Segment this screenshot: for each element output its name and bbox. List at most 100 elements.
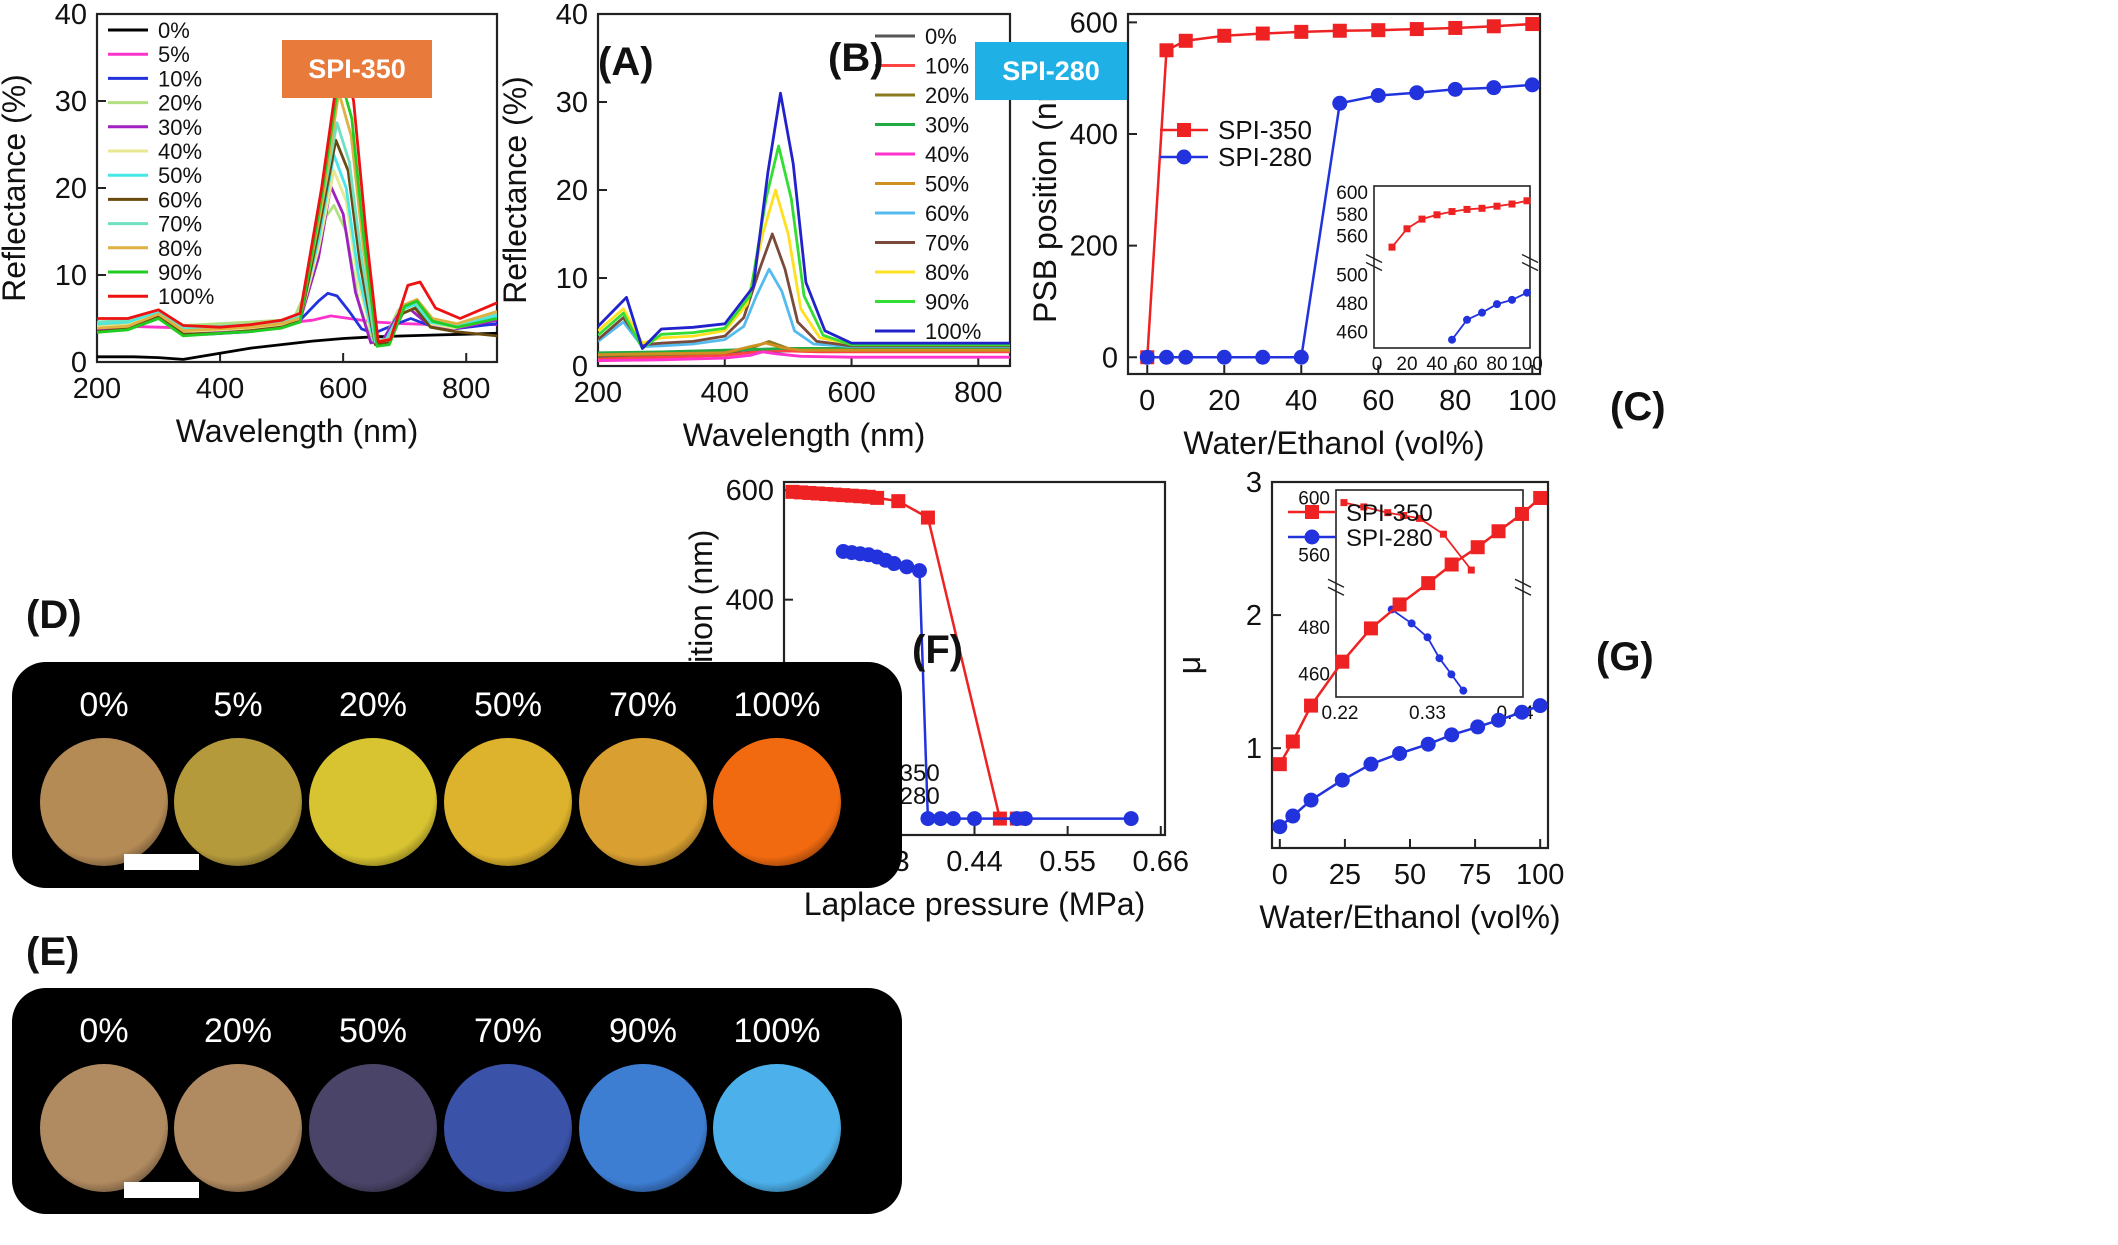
data-point: [1448, 20, 1463, 35]
data-point: [1363, 621, 1378, 636]
legend-label: 20%: [925, 83, 969, 108]
data-point: [920, 510, 935, 525]
series-group: [1139, 17, 1540, 365]
inset-point: [1439, 530, 1447, 538]
data-point: [1334, 772, 1350, 788]
data-point: [1285, 734, 1300, 749]
legend-label: 90%: [925, 290, 969, 315]
legend-label: 20%: [158, 91, 202, 116]
x-tick-label: 600: [319, 373, 367, 405]
legend-marker: [1176, 149, 1192, 165]
inset-y-tick-label: 480: [1298, 618, 1330, 639]
legend-label: 5%: [158, 42, 190, 67]
y-tick-label: 20: [556, 175, 588, 207]
inset-point: [1418, 215, 1426, 223]
inset-x-tick-label: 80: [1486, 354, 1507, 375]
legend-marker: [1304, 529, 1320, 545]
axis-break: [1327, 586, 1345, 596]
x-tick-label: 0.55: [1039, 846, 1095, 878]
panel-label-g: (G): [1596, 635, 1654, 679]
x-tick-label: 60: [1362, 385, 1394, 417]
data-point: [1159, 43, 1174, 58]
legend-label: 100%: [925, 319, 981, 344]
inset-point: [1478, 308, 1486, 317]
axis-break: [1365, 261, 1383, 272]
axis-break: [1365, 253, 1383, 264]
data-point: [1332, 95, 1348, 111]
y-tick-label: 40: [556, 0, 588, 31]
inset-point: [1400, 512, 1408, 520]
inset-x-tick-label: 60: [1456, 354, 1477, 375]
data-point: [1303, 792, 1319, 808]
y-tick-label: 40: [55, 0, 87, 31]
sample-label: 0%: [79, 686, 129, 724]
x-tick-label: 25: [1329, 859, 1361, 891]
plot-area-g: 0 25 50 75 100 1 2 3 Water/Ethanol (vol%) μ SPI-35…: [1171, 467, 1564, 935]
panel-label-c: (C): [1610, 385, 1666, 429]
data-point: [920, 811, 936, 827]
inset-point: [1435, 654, 1444, 663]
data-point: [1017, 811, 1033, 827]
y-tick-label: 0: [1102, 342, 1118, 374]
data-point: [1409, 22, 1424, 37]
data-point: [1392, 746, 1408, 762]
inset-point: [1340, 499, 1348, 507]
x-tick-label: 20: [1208, 385, 1240, 417]
y-tick-label: 400: [1070, 119, 1118, 151]
sample-dish: [713, 1064, 841, 1192]
x-tick-label: 80: [1439, 385, 1471, 417]
y-axis-label: PSB position (nm): [1027, 65, 1063, 323]
panel-label-e: (E): [26, 930, 80, 974]
x-tick-label: 200: [73, 373, 121, 405]
x-axis-label: Wavelength (nm): [683, 417, 925, 453]
badge-spi-350: SPI-350: [282, 40, 432, 98]
data-point: [1491, 524, 1506, 539]
data-point: [1486, 80, 1502, 96]
axis-break: [1514, 578, 1532, 588]
inset-y-tick-label: 480: [1336, 294, 1368, 315]
inset-point: [1407, 619, 1416, 628]
x-tick-label: 0: [1139, 385, 1155, 417]
inset-point: [1523, 288, 1531, 297]
legend-label: 50%: [158, 163, 202, 188]
x-tick-label: 0.44: [946, 846, 1002, 878]
data-point: [899, 559, 915, 575]
y-tick-label: 10: [55, 260, 87, 292]
inset-point: [1433, 211, 1441, 219]
axes-frame: [1126, 12, 1542, 376]
y-tick-label: 200: [1070, 231, 1118, 263]
y-axis-label: Reflectance (%): [0, 74, 32, 302]
data-point: [1272, 757, 1287, 772]
inset-point: [1423, 633, 1432, 642]
inset-series-SPI-350: [1391, 199, 1528, 248]
legend-label: 60%: [925, 201, 969, 226]
inset-x-tick-label: 20: [1396, 354, 1417, 375]
data-point: [870, 490, 885, 505]
sample-dish: [713, 738, 841, 866]
x-tick-label: 600: [827, 377, 875, 409]
inset-point: [1388, 243, 1396, 251]
legend-label: SPI-280: [1218, 142, 1312, 172]
badge-spi-280: SPI-280: [975, 42, 1127, 100]
x-tick-label: 800: [442, 373, 490, 405]
inset-point: [1416, 514, 1424, 522]
data-point: [1514, 506, 1529, 521]
legend-label: 0%: [925, 24, 957, 49]
x-tick-label: 40: [1285, 385, 1317, 417]
inset-y-tick-label: 600: [1298, 488, 1330, 509]
x-tick-label: 100: [1508, 385, 1556, 417]
inset-y-tick-label: 560: [1298, 546, 1330, 567]
panel-label-d: (D): [26, 593, 82, 637]
scale-bar: [124, 854, 199, 870]
data-point: [1304, 698, 1319, 713]
legend-label: 40%: [158, 139, 202, 164]
sample-dish: [40, 1064, 168, 1192]
data-point: [1272, 819, 1288, 835]
sample-dish: [444, 1064, 572, 1192]
data-point: [1470, 719, 1486, 735]
legend-label: 60%: [158, 187, 202, 212]
data-point: [1332, 23, 1347, 38]
data-point: [886, 556, 902, 572]
x-tick-label: 50: [1394, 859, 1426, 891]
